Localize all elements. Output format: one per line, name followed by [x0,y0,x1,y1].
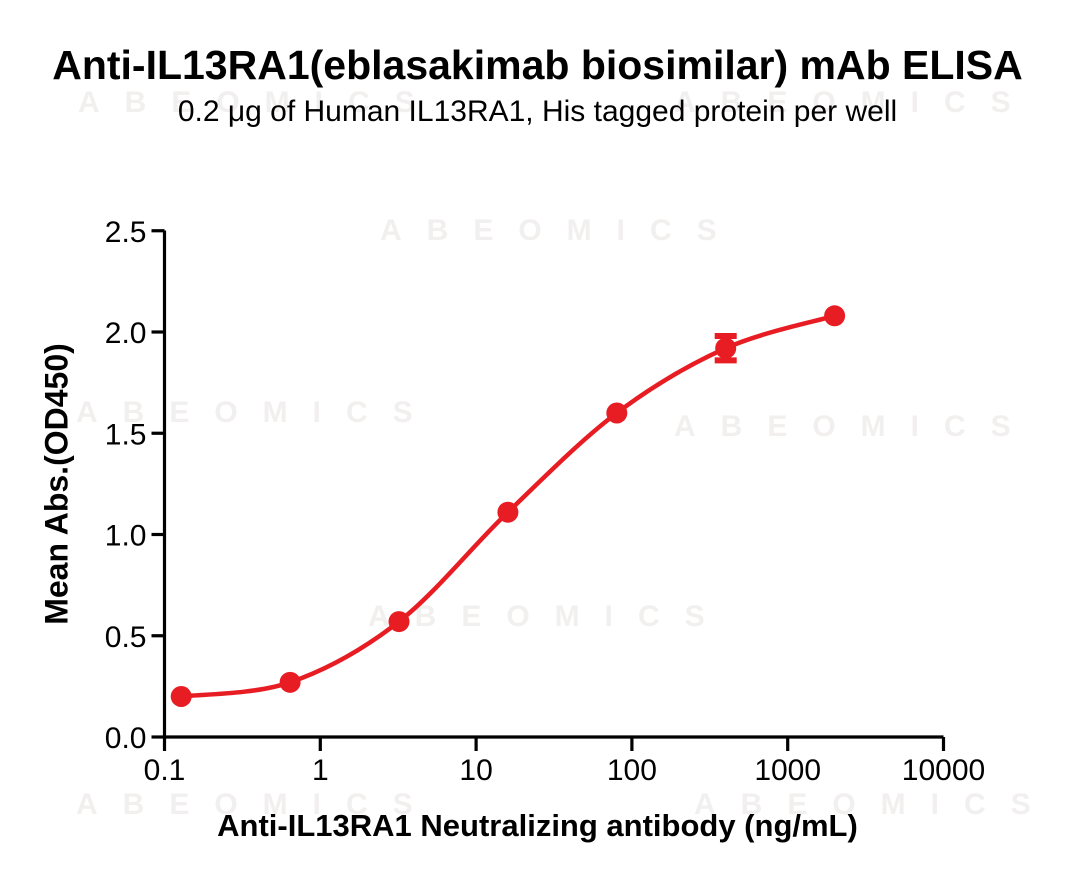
y-tick-label: 0.5 [105,621,147,654]
watermark-text: ABEOMICS [76,396,438,429]
data-point-marker [824,305,846,327]
y-tick-label: 2.5 [105,216,147,249]
y-tick-label: 1.0 [105,520,147,553]
chart-title: Anti-IL13RA1(eblasakimab biosimilar) mAb… [52,42,1023,88]
watermark-text: ABEOMICS [78,86,440,119]
watermark-text: ABEOMICS [368,600,730,633]
y-axis-label: Mean Abs.(OD450) [38,343,75,625]
chart-subtitle: 0.2 μg of Human IL13RA1, His tagged prot… [177,95,898,128]
x-tick-label: 1000 [754,754,821,787]
data-point-marker [497,501,519,523]
watermark-text: ABEOMICS [694,788,1056,821]
watermark-text: ABEOMICS [674,410,1036,443]
x-tick-label: 1 [312,754,329,787]
watermark-text: ABEOMICS [76,788,438,821]
watermark-text: ABEOMICS [380,214,742,247]
data-point-marker [170,686,192,707]
data-point-marker [388,611,410,633]
x-axis-label: Anti-IL13RA1 Neutralizing antibody (ng/m… [217,808,858,843]
x-tick-label: 100 [607,754,657,787]
data-point-marker [279,671,301,693]
x-tick-label: 10000 [902,754,985,787]
data-point-marker [715,337,737,359]
watermark-text: ABEOMICS [674,86,1036,119]
y-tick-label: 1.5 [105,418,147,451]
data-point-marker [606,402,628,424]
y-tick-label: 0.0 [105,722,147,755]
y-tick-label: 2.0 [105,317,147,350]
x-tick-label: 10 [459,754,492,787]
x-tick-label: 0.1 [144,754,186,787]
